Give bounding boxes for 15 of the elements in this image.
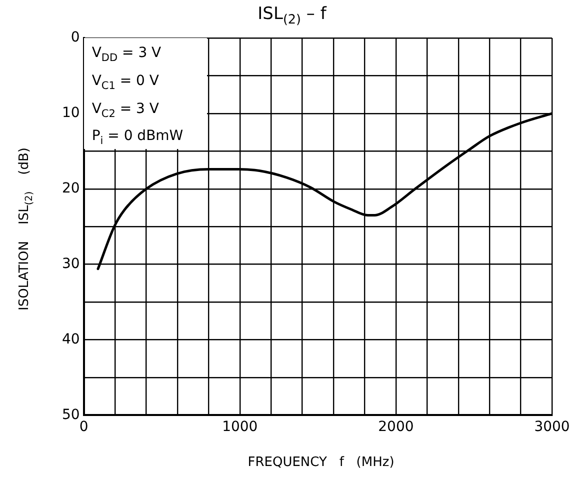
annotation: V$_{C2}$ = 3 V — [92, 100, 160, 122]
annotation: V$_{DD}$ = 3 V — [92, 44, 162, 66]
y-tick-label: 50 — [62, 406, 80, 423]
x-tick-label: 3000 — [534, 419, 570, 436]
chart-title: ISL$_{(2)}$ – f — [256, 4, 328, 28]
x-tick-label: 2000 — [378, 419, 414, 436]
y-tick-label: 30 — [62, 256, 80, 272]
y-tick-label: 40 — [62, 331, 80, 348]
x-axis-title: FREQUENCY f (MHz) — [246, 455, 396, 470]
y-tick-label: 20 — [62, 180, 80, 197]
annotation: V$_{C1}$ = 0 V — [92, 72, 160, 94]
annotation: P$_{i}$ = 0 dBmW — [92, 127, 184, 150]
y-tick-label: 0 — [70, 30, 80, 46]
x-tick-label: 1000 — [222, 419, 258, 436]
y-tick-label: 10 — [62, 105, 80, 122]
